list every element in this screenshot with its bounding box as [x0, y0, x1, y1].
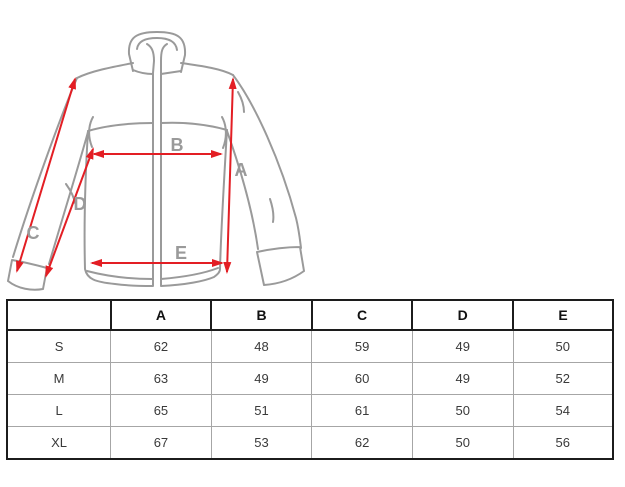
label-d: D — [74, 194, 87, 214]
label-e: E — [175, 243, 187, 263]
arrow-a — [223, 77, 237, 274]
size-table: A B C D E S 62 48 59 49 50 M 6 — [6, 299, 614, 460]
header-row: A B C D E — [6, 299, 614, 331]
jacket-shoulders — [76, 62, 234, 132]
value-cell: 63 — [110, 362, 212, 395]
value-cell: 65 — [110, 394, 212, 427]
value-cell: 50 — [411, 394, 514, 427]
size-label: M — [6, 362, 112, 395]
value-cell: 62 — [110, 329, 212, 363]
size-table-container: A B C D E S 62 48 59 49 50 M 6 — [6, 299, 614, 460]
col-header-b: B — [210, 299, 313, 331]
value-cell: 59 — [311, 329, 413, 363]
jacket-outline — [7, 31, 305, 291]
measurement-arrows — [16, 77, 237, 278]
value-cell: 52 — [512, 362, 614, 395]
jacket-diagram: A B C D E — [7, 31, 305, 291]
size-label: XL — [6, 426, 112, 460]
value-cell: 49 — [411, 329, 514, 363]
value-cell: 49 — [411, 362, 514, 395]
label-a: A — [235, 160, 248, 180]
arrow-d — [45, 147, 94, 278]
value-cell: 50 — [411, 426, 514, 460]
corner-header-cell — [6, 299, 112, 331]
size-label: L — [6, 394, 112, 427]
jacket-right-sleeve — [226, 74, 305, 286]
value-cell: 56 — [512, 426, 614, 460]
value-cell: 48 — [210, 329, 313, 363]
table-row-s: S 62 48 59 49 50 — [6, 329, 614, 363]
value-cell: 60 — [311, 362, 413, 395]
value-cell: 49 — [210, 362, 313, 395]
value-cell: 62 — [311, 426, 413, 460]
jacket-collar — [127, 31, 187, 74]
value-cell: 61 — [311, 394, 413, 427]
col-header-d: D — [411, 299, 514, 331]
value-cell: 54 — [512, 394, 614, 427]
table-row-l: L 65 51 61 50 54 — [6, 394, 614, 427]
value-cell: 53 — [210, 426, 313, 460]
label-c: C — [27, 223, 40, 243]
col-header-e: E — [512, 299, 614, 331]
value-cell: 50 — [512, 329, 614, 363]
value-cell: 67 — [110, 426, 212, 460]
label-b: B — [171, 135, 184, 155]
size-label: S — [6, 329, 112, 363]
value-cell: 51 — [210, 394, 313, 427]
col-header-c: C — [310, 299, 414, 331]
measurement-labels: A B C D E — [27, 135, 248, 263]
jacket-body — [83, 73, 228, 287]
table-row-xl: XL 67 53 62 50 56 — [6, 426, 614, 460]
table-row-m: M 63 49 60 49 52 — [6, 362, 614, 395]
col-header-a: A — [109, 299, 213, 331]
